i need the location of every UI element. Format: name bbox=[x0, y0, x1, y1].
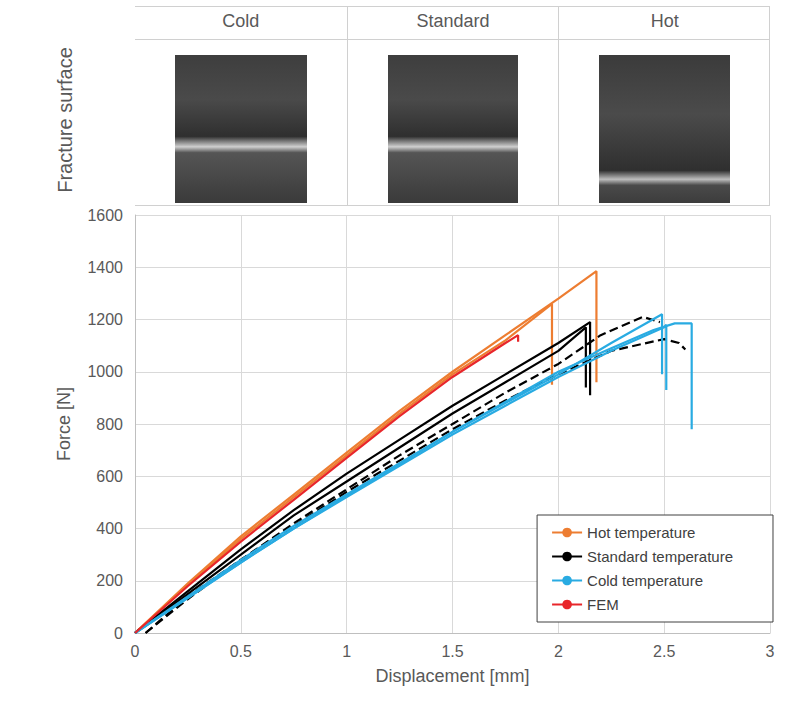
svg-text:0: 0 bbox=[114, 625, 123, 642]
html-text:Standard: Standard bbox=[416, 11, 490, 31]
svg-text:0: 0 bbox=[131, 643, 140, 660]
svg-text:Displacement [mm]: Displacement [mm] bbox=[375, 666, 529, 686]
svg-text:800: 800 bbox=[96, 416, 123, 433]
svg-text:1200: 1200 bbox=[87, 311, 123, 328]
html-text:Fracture surface: Fracture surface bbox=[54, 47, 76, 193]
svg-text:2.5: 2.5 bbox=[653, 643, 675, 660]
svg-text:200: 200 bbox=[96, 572, 123, 589]
svg-text:Force [N]: Force [N] bbox=[54, 387, 74, 461]
svg-text:1400: 1400 bbox=[87, 259, 123, 276]
svg-text:600: 600 bbox=[96, 468, 123, 485]
svg-text:Hot temperature: Hot temperature bbox=[587, 524, 695, 541]
svg-text:1: 1 bbox=[342, 643, 351, 660]
svg-text:Cold temperature: Cold temperature bbox=[587, 572, 703, 589]
svg-text:0.5: 0.5 bbox=[230, 643, 252, 660]
svg-text:Standard temperature: Standard temperature bbox=[587, 548, 733, 565]
svg-text:FEM: FEM bbox=[587, 596, 619, 613]
svg-text:1.5: 1.5 bbox=[441, 643, 463, 660]
html-text:Cold: Cold bbox=[222, 11, 260, 31]
svg-text:400: 400 bbox=[96, 520, 123, 537]
svg-text:2: 2 bbox=[554, 643, 563, 660]
svg-text:3: 3 bbox=[766, 643, 775, 660]
html-text:Hot: Hot bbox=[650, 11, 679, 31]
svg-text:1600: 1600 bbox=[87, 207, 123, 224]
svg-text:1000: 1000 bbox=[87, 363, 123, 380]
